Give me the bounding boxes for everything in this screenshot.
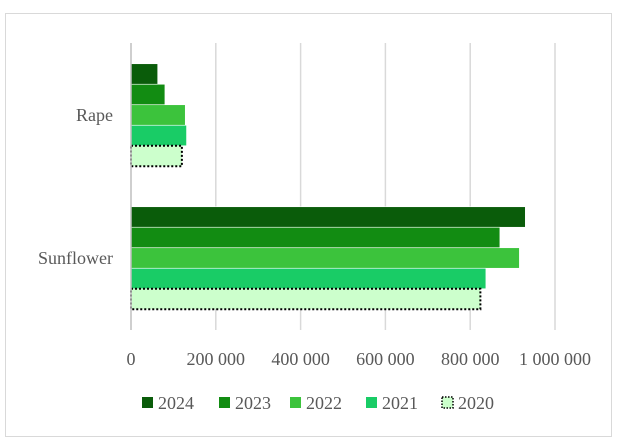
x-tick-label: 0 xyxy=(127,349,136,369)
bar-rape-2023 xyxy=(130,83,166,106)
legend-label-2022: 2022 xyxy=(306,393,342,413)
bar-rape-2020 xyxy=(130,144,183,168)
x-tick-label: 400 000 xyxy=(271,349,330,369)
legend-label-2024: 2024 xyxy=(158,393,194,413)
bar-sunflower-2021 xyxy=(130,267,487,290)
x-tick-label: 200 000 xyxy=(187,349,246,369)
legend-swatch-2022 xyxy=(290,397,301,408)
legend-label-2020: 2020 xyxy=(458,393,494,413)
legend-label-2021: 2021 xyxy=(382,393,418,413)
legend-swatch-2024 xyxy=(142,397,153,408)
bar-rape-2024 xyxy=(130,63,159,85)
legend-swatch-2020 xyxy=(441,396,454,409)
bar-sunflower-2023 xyxy=(130,226,501,249)
bar-rape-2021 xyxy=(130,124,187,147)
legend-swatch-2021 xyxy=(366,397,377,408)
bar-sunflower-2022 xyxy=(130,247,520,269)
bar-rape-2022 xyxy=(130,104,186,126)
category-label-rape: Rape xyxy=(76,105,113,125)
x-tick-label: 600 000 xyxy=(356,349,415,369)
x-tick-label: 800 000 xyxy=(441,349,500,369)
legend-label-2023: 2023 xyxy=(235,393,271,413)
bar-sunflower-2024 xyxy=(130,206,526,228)
category-label-sunflower: Sunflower xyxy=(38,248,113,268)
x-tick-label: 1 000 000 xyxy=(519,349,591,369)
bar-sunflower-2020 xyxy=(130,287,482,311)
legend-swatch-2023 xyxy=(219,397,230,408)
